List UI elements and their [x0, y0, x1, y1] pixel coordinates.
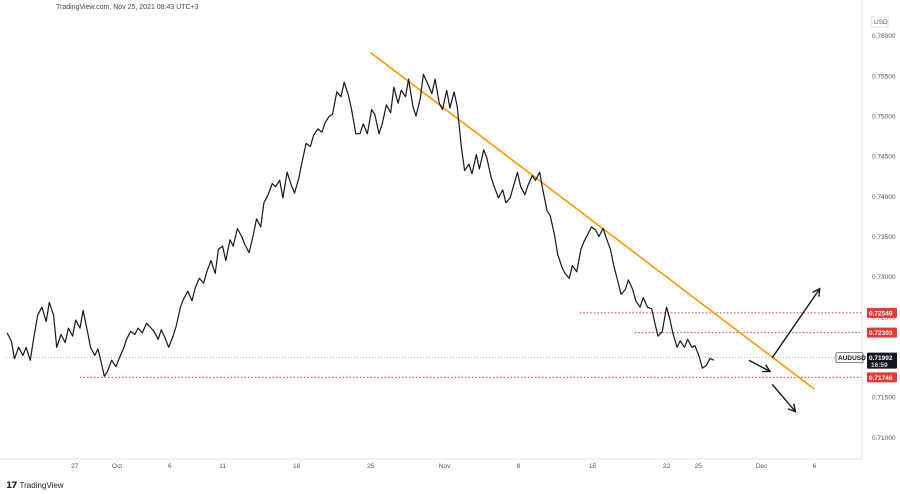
- arrow-shaft: [771, 288, 821, 359]
- level-price-tag-text: 0.72549: [869, 310, 893, 317]
- price-line-layer: [6, 73, 715, 377]
- descending-trendline: [370, 51, 815, 390]
- trendline-layer: [370, 51, 815, 390]
- price-tick-label: 0.71000: [872, 435, 896, 442]
- symbol-tag: [835, 352, 864, 363]
- axes-layer: USD 0.76000 0.75500 0.75000 0.74500 0.74000 0.…: [0, 0, 896, 470]
- level-price-tag: [867, 327, 897, 338]
- level-price-tag: [867, 372, 897, 383]
- arrow-head-down-right: [762, 364, 772, 373]
- chart-source-header: TradingView.com, Nov 25, 2021 08:43 UTC+…: [56, 4, 199, 11]
- countdown-text: 16:59: [871, 362, 888, 369]
- arrow-shaft: [771, 383, 796, 413]
- price-tick-label: 0.75500: [872, 73, 896, 80]
- price-tick-label: 0.74000: [872, 194, 896, 201]
- price-tick-label: 0.76000: [872, 33, 896, 40]
- currency-label: USD: [874, 19, 888, 26]
- time-tick-label: 15: [589, 463, 597, 470]
- level-price-tag: [867, 307, 897, 318]
- time-tick-label: 25: [367, 463, 375, 470]
- price-tick-label: 0.75000: [872, 114, 896, 121]
- level-price-tag-text: 0.71746: [869, 375, 893, 382]
- level-price-tag-text: 0.72303: [869, 330, 893, 337]
- tradingview-footer: 𝟭𝟳 TradingView: [6, 480, 64, 491]
- time-tick-label: 6: [813, 463, 817, 470]
- header-text: TradingView.com, Nov 25, 2021 08:43 UTC+…: [56, 4, 199, 11]
- footer-logo-text: TradingView: [19, 481, 64, 490]
- price-tick-label: 0.74500: [872, 154, 896, 161]
- time-tick-label: 25: [695, 463, 703, 470]
- time-tick-label: Nov: [439, 463, 451, 470]
- support-resistance-levels: [6, 312, 862, 378]
- time-tick-label: 6: [168, 463, 172, 470]
- arrow-layer: [748, 287, 821, 413]
- time-tick-label: Oct: [112, 463, 122, 470]
- symbol-tag-text: AUDUSD: [838, 355, 866, 362]
- price-line: [6, 73, 715, 377]
- tradingview-logo-icon: 𝟭𝟳: [6, 480, 17, 490]
- arrow-head-down-right: [787, 403, 797, 413]
- price-tick-label: 0.73500: [872, 234, 896, 241]
- currency-label-box: [870, 16, 889, 28]
- time-tick-label: 18: [293, 463, 301, 470]
- time-tick-label: 8: [517, 463, 521, 470]
- last-price-tag-text: 0.71992: [869, 355, 893, 362]
- time-tick-label: Dec: [756, 463, 768, 470]
- last-price-tag: [867, 352, 897, 369]
- time-tick-label: 22: [663, 463, 671, 470]
- arrow-head-up-right: [812, 287, 821, 297]
- time-tick-label: 11: [219, 463, 226, 470]
- price-tick-label: 0.73000: [872, 274, 896, 281]
- time-tick-label: 27: [71, 463, 79, 470]
- arrow-shaft: [748, 359, 771, 373]
- price-tick-label: 0.71500: [872, 395, 896, 402]
